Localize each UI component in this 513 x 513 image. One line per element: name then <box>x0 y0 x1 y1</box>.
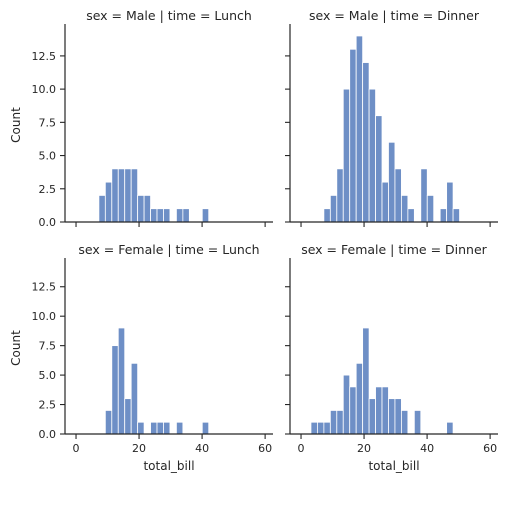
x-tick-label: 0 <box>73 442 80 455</box>
histogram-bar <box>336 168 344 223</box>
y-tick-label: 2.5 <box>39 183 57 196</box>
panel-title: sex = Female | time = Lunch <box>78 242 259 257</box>
histogram-bar <box>388 398 396 435</box>
y-axis-label: Count <box>9 330 23 366</box>
histogram-bar <box>355 362 364 435</box>
y-axis-label: Count <box>9 107 23 143</box>
histogram-bar <box>163 208 171 223</box>
histogram-bar <box>426 195 435 223</box>
histogram-bar <box>413 410 422 435</box>
histogram-bar <box>176 208 184 223</box>
y-tick-label: 5.0 <box>39 150 57 163</box>
histogram-bar <box>201 208 210 223</box>
y-tick-label: 10.0 <box>32 83 57 96</box>
histogram-bar <box>388 141 396 223</box>
x-tick-label: 20 <box>132 442 146 455</box>
y-tick-label: 12.5 <box>32 50 57 63</box>
panel-male-dinner: sex = Male | time = Dinner <box>285 8 498 227</box>
histogram-bar <box>182 208 190 223</box>
y-tick-label: 7.5 <box>39 116 57 129</box>
histogram-bar <box>342 88 351 223</box>
histogram-bar <box>446 181 454 223</box>
panel-title: sex = Male | time = Dinner <box>309 8 480 23</box>
histogram-bar <box>98 195 106 223</box>
x-tick-label: 20 <box>357 442 371 455</box>
histogram-bar <box>176 421 184 435</box>
histogram-bar <box>362 62 370 223</box>
y-tick-label: 10.0 <box>32 310 57 323</box>
histogram-bar <box>310 421 318 435</box>
histogram-bar <box>401 195 409 223</box>
histogram-bar <box>323 421 331 435</box>
histogram-bar <box>381 181 389 223</box>
histogram-bar <box>375 115 383 223</box>
histogram-bar <box>124 168 132 223</box>
histogram-bar <box>394 168 402 223</box>
histogram-bar <box>381 386 389 435</box>
x-tick-label: 40 <box>420 442 434 455</box>
histogram-bar <box>394 398 402 435</box>
x-tick-label: 60 <box>483 442 497 455</box>
histogram-bar <box>117 168 126 223</box>
histogram-bar <box>368 88 376 223</box>
histogram-bar <box>156 208 164 223</box>
histogram-bar <box>323 208 331 223</box>
histogram-bar <box>111 168 119 223</box>
x-axis-label: total_bill <box>368 459 419 473</box>
panel-male-lunch: 0.0 2.5 5.0 7.5 10.0 12.5 sex = Male | time = … <box>9 8 273 229</box>
histogram-bar <box>137 195 145 223</box>
histogram-bar <box>336 410 344 435</box>
histogram-bar <box>342 374 351 435</box>
y-tick-label: 0.0 <box>39 216 57 229</box>
y-tick-label: 2.5 <box>39 399 57 412</box>
panel-female-dinner: 0 20 40 60 sex = Female | time = Dinner total… <box>285 242 498 473</box>
histogram-bar <box>401 410 409 435</box>
y-tick-label: 5.0 <box>39 369 57 382</box>
histogram-bar <box>201 421 210 435</box>
histogram-bar <box>349 48 357 223</box>
histogram-bar <box>163 421 171 435</box>
histogram-bar <box>446 421 454 435</box>
histogram-bar <box>452 208 460 223</box>
histogram-bar <box>375 386 383 435</box>
histogram-bar <box>124 398 132 435</box>
histogram-bar <box>407 208 415 223</box>
y-tick-label: 0.0 <box>39 428 57 441</box>
histogram-bar <box>439 208 448 223</box>
panel-female-lunch: 0.0 2.5 5.0 7.5 10.0 12.5 0 20 40 60 sex = Female … <box>9 242 273 473</box>
histogram-bar <box>130 362 139 435</box>
histogram-bar <box>150 421 158 435</box>
histogram-bar <box>156 421 164 435</box>
x-tick-label: 60 <box>258 442 272 455</box>
panel-title: sex = Male | time = Lunch <box>86 8 252 23</box>
histogram-bar <box>317 421 325 435</box>
histogram-bar <box>420 168 428 223</box>
histogram-bar <box>368 398 376 435</box>
histogram-bar <box>104 181 113 223</box>
histogram-bar <box>362 327 370 435</box>
histogram-bar <box>143 195 151 223</box>
y-tick-label: 7.5 <box>39 340 57 353</box>
x-tick-label: 0 <box>298 442 305 455</box>
x-axis-label: total_bill <box>143 459 194 473</box>
histogram-bar <box>150 208 158 223</box>
histogram-bar <box>111 345 119 435</box>
panel-title: sex = Female | time = Dinner <box>301 242 487 257</box>
y-tick-label: 12.5 <box>32 281 57 294</box>
histogram-bar <box>137 421 145 435</box>
x-tick-label: 40 <box>195 442 209 455</box>
histogram-bar <box>104 410 113 435</box>
histogram-bar <box>355 35 364 223</box>
histogram-bar <box>349 386 357 435</box>
histogram-bar <box>329 195 338 223</box>
histogram-bar <box>130 168 139 223</box>
histogram-bar <box>329 410 338 435</box>
histogram-bar <box>117 327 126 435</box>
